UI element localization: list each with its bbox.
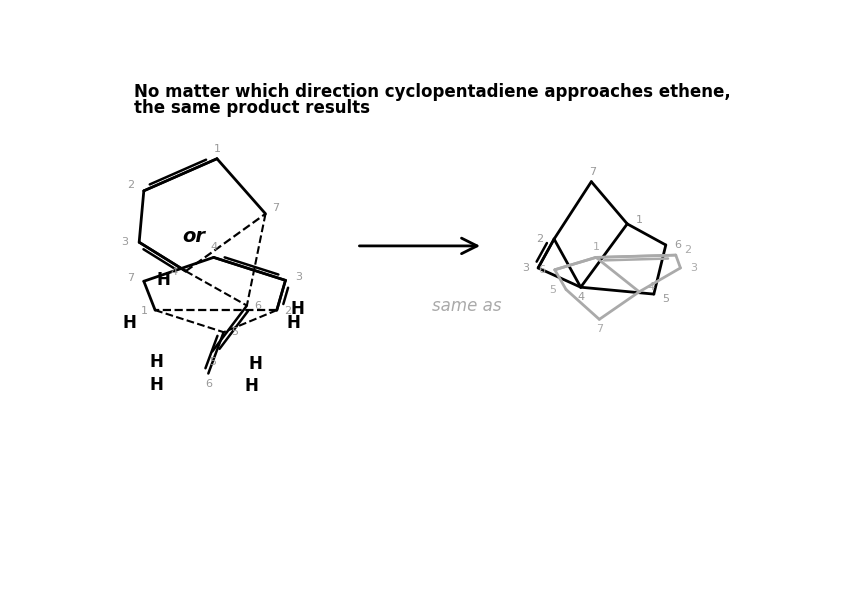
Text: 3: 3 xyxy=(121,237,128,247)
Text: 7: 7 xyxy=(127,272,134,283)
Text: 4: 4 xyxy=(648,283,655,292)
Text: 6: 6 xyxy=(538,265,545,275)
Text: H: H xyxy=(290,300,304,318)
Text: 4: 4 xyxy=(577,292,584,302)
Text: 1: 1 xyxy=(214,144,221,154)
Text: H: H xyxy=(245,377,258,395)
Text: 5: 5 xyxy=(662,294,669,304)
Text: 1: 1 xyxy=(636,215,643,225)
Text: same as: same as xyxy=(432,297,501,315)
Text: 5: 5 xyxy=(208,356,216,367)
Text: 6: 6 xyxy=(674,240,681,250)
Text: 4: 4 xyxy=(170,267,178,277)
Text: 7: 7 xyxy=(589,166,596,176)
Text: 7: 7 xyxy=(273,203,280,213)
Text: 5: 5 xyxy=(231,327,238,337)
Text: H: H xyxy=(287,313,300,331)
Text: 1: 1 xyxy=(141,306,148,316)
Text: 3: 3 xyxy=(690,263,698,273)
Text: 3: 3 xyxy=(295,272,302,282)
Text: H: H xyxy=(156,271,170,289)
Text: H: H xyxy=(123,313,136,331)
Text: 7: 7 xyxy=(595,324,603,334)
Text: H: H xyxy=(149,375,163,393)
Text: 2: 2 xyxy=(127,181,134,190)
Text: 2: 2 xyxy=(684,246,692,256)
Text: 6: 6 xyxy=(205,378,212,389)
Text: No matter which direction cyclopentadiene approaches ethene,: No matter which direction cyclopentadien… xyxy=(134,83,731,101)
Text: 4: 4 xyxy=(210,243,217,252)
Text: or: or xyxy=(182,227,205,246)
Text: H: H xyxy=(149,353,163,371)
Text: 5: 5 xyxy=(549,284,556,294)
Text: 2: 2 xyxy=(536,234,543,244)
Text: the same product results: the same product results xyxy=(134,99,370,117)
Text: 2: 2 xyxy=(284,306,291,316)
Text: H: H xyxy=(249,355,263,373)
Text: 6: 6 xyxy=(254,300,261,311)
Text: 3: 3 xyxy=(523,263,529,273)
Text: 1: 1 xyxy=(593,243,600,252)
